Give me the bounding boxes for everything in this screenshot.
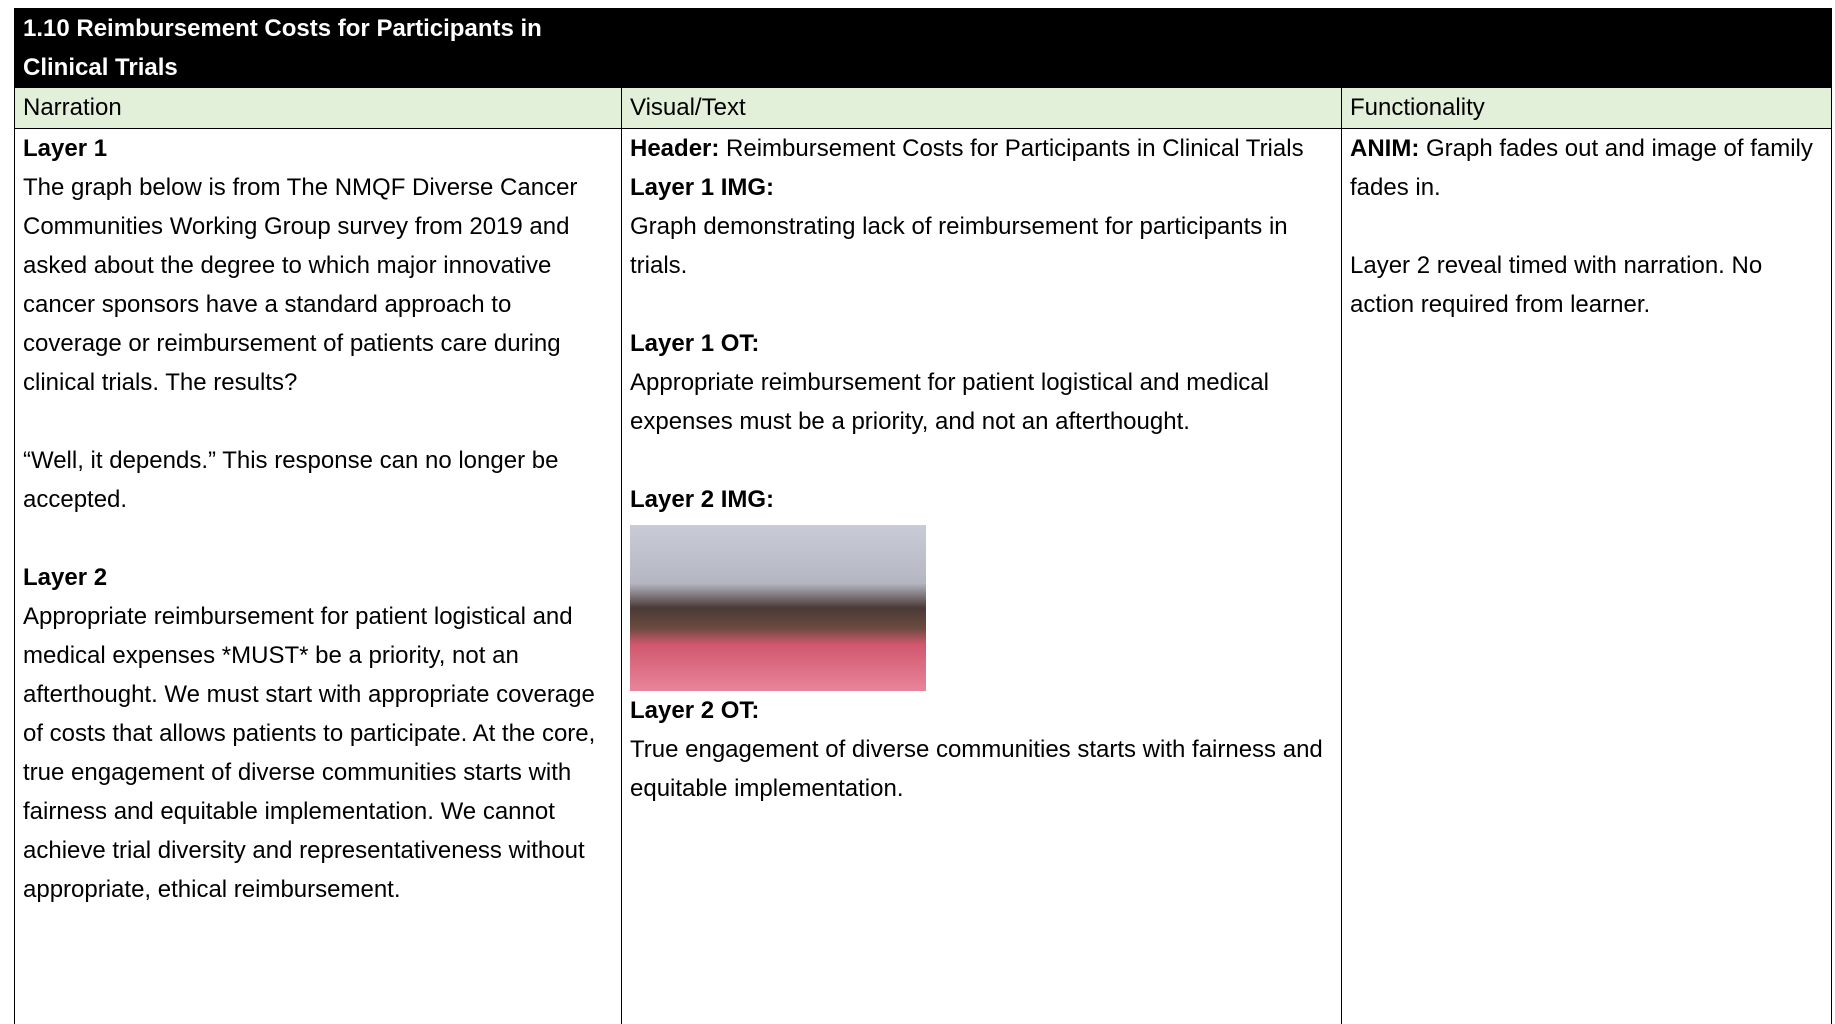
label: Layer 2 OT: xyxy=(630,697,760,724)
narration-text: The graph below is from The NMQF Diverse… xyxy=(23,174,578,396)
narration-cell: Layer 1 The graph below is from The NMQF… xyxy=(15,129,622,1024)
visual-text: Reimbursement Costs for Participants in … xyxy=(726,135,1304,162)
storyboard-table: 1.10 Reimbursement Costs for Participant… xyxy=(14,8,1832,1024)
label: ANIM: xyxy=(1350,135,1420,162)
layer-heading: Layer 2 xyxy=(23,564,108,591)
functionality-text: Graph fades out and image of family fade… xyxy=(1350,135,1813,201)
label: Layer 2 IMG: xyxy=(630,486,775,513)
narration-text: “Well, it depends.” This response can no… xyxy=(23,447,559,513)
family-photo xyxy=(630,525,926,691)
header-cell: Functionality xyxy=(1350,94,1485,121)
visual-cell: Header: Reimbursement Costs for Particip… xyxy=(622,129,1342,1024)
visual-text: Appropriate reimbursement for patient lo… xyxy=(630,369,1269,435)
title-text: 1.10 Reimbursement Costs for Participant… xyxy=(23,15,542,81)
label: Layer 1 OT: xyxy=(630,330,760,357)
narration-text: Appropriate reimbursement for patient lo… xyxy=(23,603,596,903)
layer-heading: Layer 1 xyxy=(23,135,108,162)
functionality-cell: ANIM: Graph fades out and image of famil… xyxy=(1342,129,1831,1024)
table-title: 1.10 Reimbursement Costs for Participant… xyxy=(15,8,1831,88)
header-row: Narration Visual/Text Functionality xyxy=(15,88,1831,129)
header-cell: Narration xyxy=(15,88,622,128)
header-cell: Visual/Text xyxy=(622,88,1342,128)
content-row: Layer 1 The graph below is from The NMQF… xyxy=(15,129,1831,1024)
visual-text: Graph demonstrating lack of reimbursemen… xyxy=(630,213,1288,279)
visual-text: True engagement of diverse communities s… xyxy=(630,736,1323,802)
label: Layer 1 IMG: xyxy=(630,174,775,201)
label: Header: xyxy=(630,135,720,162)
functionality-text: Layer 2 reveal timed with narration. No … xyxy=(1350,252,1763,318)
